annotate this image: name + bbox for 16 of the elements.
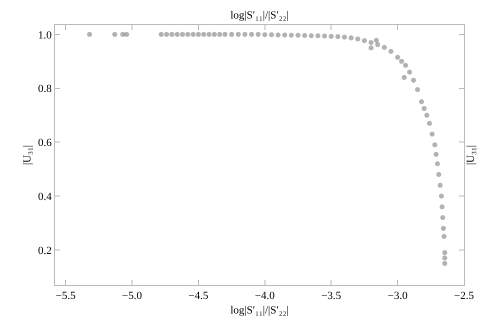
x-tick-label: −2.5 bbox=[454, 290, 474, 302]
y-tick-label: 0.6 bbox=[38, 137, 52, 150]
x-tick-label: −3.5 bbox=[321, 290, 342, 302]
y-tick-label: 0.4 bbox=[38, 190, 52, 203]
x-axis-title: log|S′₁₁|/|S′₂₂| bbox=[230, 304, 289, 316]
x-tick-label: −5.0 bbox=[122, 290, 142, 302]
y-tick-label: 1.0 bbox=[38, 29, 52, 42]
x-tick-label: −5.5 bbox=[56, 290, 76, 302]
y-tick-label: 0.8 bbox=[38, 83, 52, 96]
y-tick-label: 0.2 bbox=[38, 244, 52, 257]
x-tick-label: −3.0 bbox=[388, 290, 408, 302]
x2-axis-title: log|S′₁₁|/|S′₂₂| bbox=[230, 10, 289, 22]
x-tick-label: −4.0 bbox=[254, 290, 276, 302]
x-tick-label: −4.5 bbox=[188, 290, 209, 302]
y-axis-title: |U₃₁| bbox=[22, 144, 34, 166]
y2-axis-title: |U₃₁| bbox=[465, 144, 478, 166]
